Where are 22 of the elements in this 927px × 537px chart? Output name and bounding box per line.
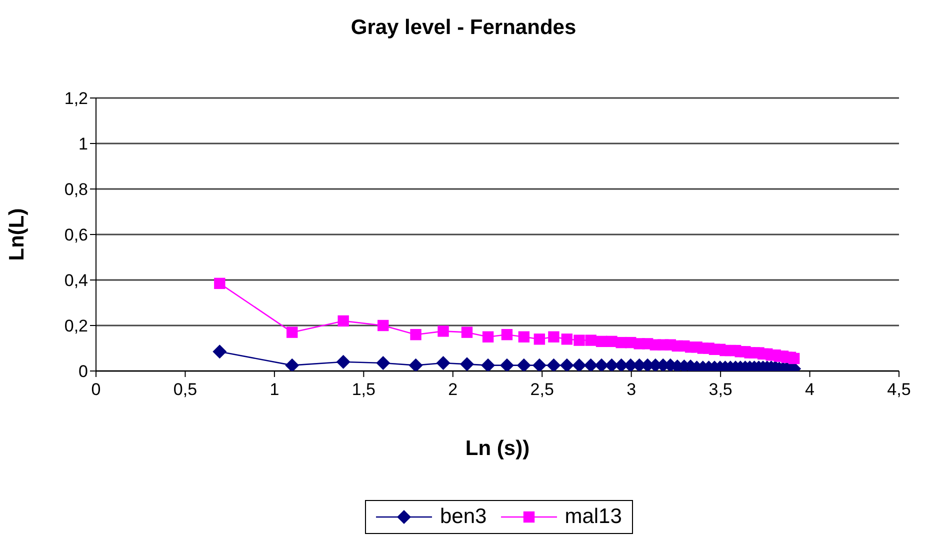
x-tick-label: 3,5 [708, 380, 732, 400]
x-tick-label: 0,5 [173, 380, 198, 400]
x-tick-label: 4,5 [887, 380, 911, 400]
y-tick-label: 0,8 [64, 180, 88, 200]
x-tick-label: 1,5 [352, 380, 376, 400]
y-tick-label: 0 [78, 362, 88, 382]
x-tick-label: 0 [91, 380, 101, 400]
y-tick-label: 0,6 [64, 226, 88, 245]
y-tick-label: 1,2 [64, 89, 88, 108]
chart-title: Gray level - Fernandes [350, 16, 578, 40]
x-tick-label: 4 [805, 380, 815, 400]
legend-label: ben3 [440, 505, 487, 529]
y-axis-title: Ln(L) [5, 208, 28, 261]
x-tick-label: 2 [448, 380, 458, 400]
x-tick-label: 1 [270, 380, 280, 400]
x-axis-title: Ln (s)) [465, 437, 530, 460]
x-tick-label: 2,5 [530, 380, 554, 400]
y-tick-label: 1 [78, 134, 88, 154]
x-tick-label: 3 [626, 380, 636, 400]
y-tick-label: 0,4 [64, 271, 88, 290]
legend-label: mal13 [564, 505, 622, 529]
y-tick-label: 0,2 [64, 316, 88, 336]
